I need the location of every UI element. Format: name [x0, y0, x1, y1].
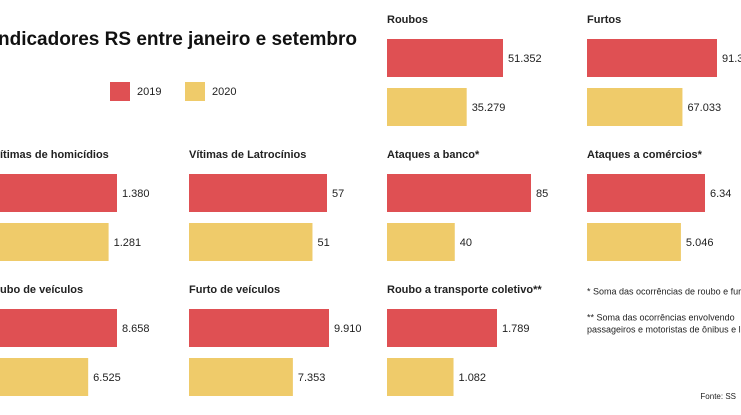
value-label: 51 [317, 237, 329, 249]
bar [0, 309, 117, 347]
value-label: 1.281 [114, 237, 142, 249]
chart-title: Furto de veículos [189, 284, 280, 296]
value-label: 57 [332, 188, 344, 200]
chart-title: Ataques a comércios* [587, 149, 703, 161]
bar [189, 358, 293, 396]
bar [587, 88, 683, 126]
legend-label: 2019 [137, 86, 161, 98]
value-label: 67.033 [687, 102, 721, 114]
chart-title: Roubos [387, 14, 428, 26]
chart-title: ítimas de homicídios [0, 149, 109, 161]
value-label: 6.34 [710, 188, 731, 200]
chart-title: Vítimas de Latrocínios [189, 149, 306, 161]
value-label: 1.789 [502, 323, 530, 335]
chart-title: Roubo a transporte coletivo** [387, 284, 542, 296]
value-label: 85 [536, 188, 548, 200]
note: passageiros e motoristas de ônibus e lot [587, 324, 741, 334]
value-label: 35.279 [472, 102, 506, 114]
bar [387, 174, 531, 212]
note: * Soma das ocorrências de roubo e furto [587, 286, 741, 296]
value-label: 40 [460, 237, 472, 249]
bar [387, 358, 454, 396]
bar [587, 223, 681, 261]
bar [189, 223, 313, 261]
bar [189, 309, 329, 347]
bar [387, 309, 497, 347]
bar [0, 223, 109, 261]
value-label: 1.082 [459, 372, 487, 384]
main-title: ndicadores RS entre janeiro e setembro [0, 29, 357, 50]
bar [387, 39, 503, 77]
bar [587, 39, 717, 77]
legend-swatch [185, 82, 205, 101]
value-label: 91.3 [722, 53, 741, 65]
value-label: 51.352 [508, 53, 542, 65]
value-label: 8.658 [122, 323, 150, 335]
legend-swatch [110, 82, 130, 101]
bar [387, 223, 455, 261]
bar [387, 88, 467, 126]
bar [0, 358, 89, 396]
bar [0, 174, 117, 212]
chart-title: ubo de veículos [0, 284, 83, 296]
note: ** Soma das ocorrências envolvendo [587, 312, 735, 322]
value-label: 6.525 [93, 372, 121, 384]
value-label: 7.353 [298, 372, 326, 384]
legend-label: 2020 [212, 86, 236, 98]
value-label: 9.910 [334, 323, 362, 335]
bar [587, 174, 705, 212]
chart-title: Furtos [587, 14, 621, 26]
value-label: 5.046 [686, 237, 714, 249]
chart-title: Ataques a banco* [387, 149, 480, 161]
source: Fonte: SS [700, 392, 736, 401]
bar [189, 174, 327, 212]
value-label: 1.380 [122, 188, 150, 200]
